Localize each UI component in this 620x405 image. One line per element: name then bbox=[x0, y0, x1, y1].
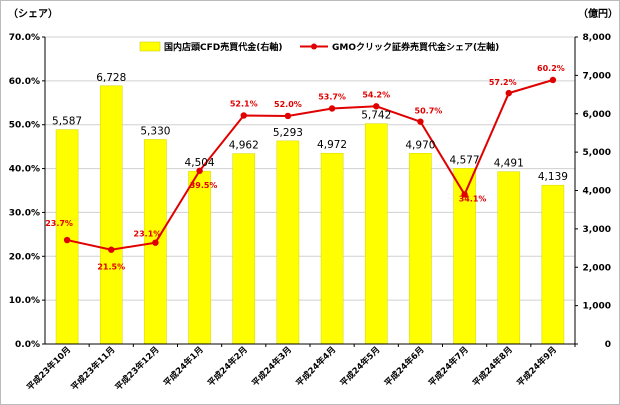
left-tick-label: 40.0% bbox=[9, 165, 40, 175]
line-point bbox=[549, 76, 557, 84]
line-value-label: 57.2% bbox=[489, 78, 517, 87]
bar-value-label: 5,293 bbox=[273, 127, 303, 139]
line-value-label: 50.7% bbox=[415, 107, 443, 116]
bar bbox=[320, 152, 344, 345]
line-point bbox=[461, 191, 468, 198]
left-tick-label: 70.0% bbox=[9, 33, 40, 43]
legend-line-marker bbox=[311, 43, 317, 50]
bar-series bbox=[55, 85, 565, 345]
bar-value-label: 5,587 bbox=[52, 116, 82, 128]
line-point bbox=[152, 239, 159, 246]
line-point bbox=[505, 89, 512, 97]
line-value-label: 23.7% bbox=[45, 219, 73, 228]
right-tick-label: 8,000 bbox=[583, 33, 611, 43]
left-tick-label: 30.0% bbox=[9, 208, 40, 218]
bar-value-label: 4,962 bbox=[229, 140, 259, 152]
bar bbox=[541, 184, 565, 345]
line-value-label: 39.5% bbox=[190, 181, 218, 190]
line-value-label: 53.7% bbox=[318, 92, 346, 101]
bar bbox=[188, 170, 211, 345]
bar bbox=[99, 85, 123, 345]
bar bbox=[232, 153, 256, 345]
right-tick-label: 1,000 bbox=[583, 302, 611, 312]
bar-value-label: 6,728 bbox=[96, 72, 126, 84]
right-tick-label: 3,000 bbox=[583, 225, 611, 235]
series-line bbox=[66, 79, 554, 251]
bar-value-label: 5,742 bbox=[361, 110, 391, 122]
bar-value-label: 4,970 bbox=[405, 139, 435, 151]
line-value-label: 23.1% bbox=[134, 230, 162, 239]
legend-bar-swatch bbox=[139, 41, 161, 52]
line-value-label: 52.0% bbox=[274, 100, 302, 109]
left-axis-unit: （シェア） bbox=[8, 7, 58, 20]
right-tick-label: 7,000 bbox=[583, 71, 611, 81]
line-point bbox=[240, 112, 247, 119]
legend: 国内店頭CFD売買代金(右軸) GMOクリック証券売買代金シェア(左軸) bbox=[139, 41, 499, 53]
left-tick-label: 60.0% bbox=[9, 77, 40, 87]
legend-bar-label: 国内店頭CFD売買代金(右軸) bbox=[164, 41, 282, 53]
bar bbox=[276, 140, 300, 345]
right-tick-label: 4,000 bbox=[583, 187, 611, 197]
bar-value-label: 4,139 bbox=[538, 171, 568, 183]
bar bbox=[497, 171, 521, 345]
right-tick-label: 2,000 bbox=[583, 263, 611, 273]
bar bbox=[55, 129, 79, 345]
line-point bbox=[284, 112, 292, 120]
left-tick-label: 0.0% bbox=[15, 340, 40, 350]
line-value-label: 60.2% bbox=[537, 64, 565, 73]
line-point bbox=[417, 118, 424, 125]
bar-value-label: 4,972 bbox=[317, 139, 347, 151]
line-value-label: 52.1% bbox=[230, 100, 258, 109]
right-tick-label: 5,000 bbox=[583, 148, 611, 158]
right-tick-label: 0 bbox=[605, 340, 611, 350]
line-point bbox=[63, 236, 71, 244]
line-value-label: 54.2% bbox=[362, 90, 390, 99]
left-tick-label: 10.0% bbox=[9, 296, 40, 306]
bar bbox=[409, 153, 432, 345]
line-point bbox=[373, 103, 380, 110]
line-point bbox=[328, 105, 336, 112]
data-labels: 5,587 6,728 5,330 4,504 4,962 5,293 4,972 5,742… bbox=[45, 64, 568, 272]
right-axis-unit: （億円） bbox=[578, 7, 618, 20]
left-tick-label: 50.0% bbox=[9, 121, 40, 131]
legend-line-label: GMOクリック証券売買代金シェア(左軸) bbox=[332, 41, 499, 53]
line-value-label: 34.1% bbox=[459, 194, 487, 203]
bar-value-label: 4,577 bbox=[450, 154, 480, 166]
bar-value-label: 4,491 bbox=[494, 158, 524, 170]
bar-value-label: 4,504 bbox=[185, 157, 215, 169]
line-point bbox=[108, 246, 115, 253]
line-series bbox=[63, 76, 557, 253]
line-value-label: 21.5% bbox=[97, 263, 125, 272]
right-tick-label: 6,000 bbox=[583, 110, 611, 120]
line-point bbox=[196, 167, 203, 174]
bar-value-label: 5,330 bbox=[140, 125, 170, 137]
left-tick-label: 20.0% bbox=[9, 252, 40, 262]
bar bbox=[364, 123, 388, 345]
